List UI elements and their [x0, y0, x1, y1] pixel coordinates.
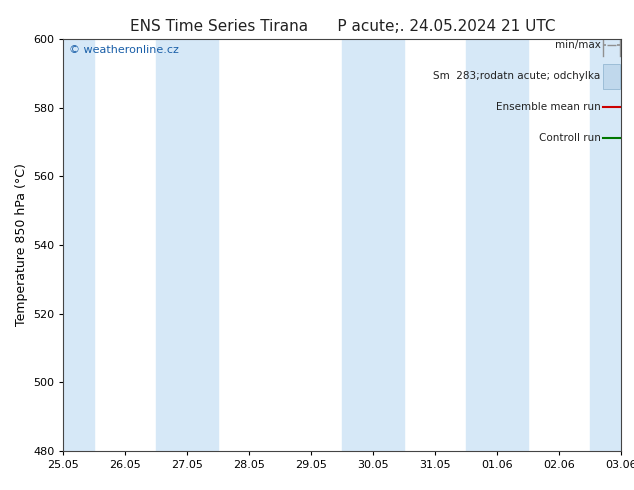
- Y-axis label: Temperature 850 hPa (°C): Temperature 850 hPa (°C): [15, 164, 27, 326]
- Text: Sm  283;rodatn acute; odchylka: Sm 283;rodatn acute; odchylka: [434, 71, 600, 81]
- Text: Ensemble mean run: Ensemble mean run: [496, 102, 600, 112]
- Bar: [63, 39, 94, 451]
- Title: ENS Time Series Tirana      P acute;. 24.05.2024 21 UTC: ENS Time Series Tirana P acute;. 24.05.2…: [129, 19, 555, 34]
- Text: © weatheronline.cz: © weatheronline.cz: [69, 46, 179, 55]
- Text: min/max: min/max: [555, 40, 600, 50]
- Text: Controll run: Controll run: [539, 133, 600, 143]
- Bar: [342, 39, 404, 451]
- FancyBboxPatch shape: [604, 64, 620, 89]
- Bar: [157, 39, 218, 451]
- Bar: [467, 39, 528, 451]
- Bar: [590, 39, 621, 451]
